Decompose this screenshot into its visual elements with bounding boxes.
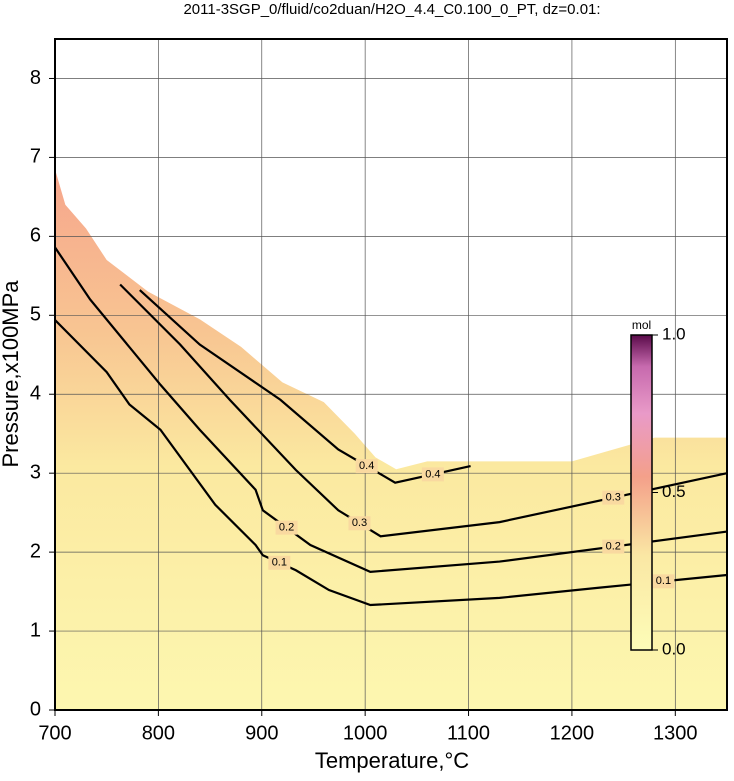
y-tick-label: 8 — [30, 67, 41, 89]
contour-label-bg — [652, 574, 675, 589]
contour-line — [54, 319, 728, 607]
colorbar-tick-label: 0.5 — [662, 482, 686, 501]
contour-line — [139, 289, 471, 484]
x-tick-label: 800 — [142, 722, 175, 744]
colorbar — [630, 334, 653, 651]
x-tick-label: 700 — [38, 722, 71, 744]
y-tick-label: 2 — [30, 540, 41, 562]
x-tick-label: 900 — [245, 722, 278, 744]
chart-title: 2011-3SGP_0/fluid/co2duan/H2O_4.4_C0.100… — [183, 1, 600, 18]
y-tick-label: 4 — [30, 383, 41, 405]
y-tick-label: 1 — [30, 619, 41, 641]
x-axis-label: Temperature,°C — [315, 748, 469, 773]
colorbar-tick-label: 1.0 — [662, 324, 686, 343]
contour-label-bg — [421, 467, 444, 482]
y-tick-label: 0 — [30, 698, 41, 720]
contour-label-bg — [355, 459, 378, 474]
contour-label-bg — [275, 520, 298, 535]
y-tick-label: 5 — [30, 304, 41, 326]
x-tick-label: 1200 — [550, 722, 595, 744]
y-axis-label: Pressure,x100MPa — [0, 280, 23, 468]
colorbar-label: mol — [632, 318, 651, 332]
x-tick-label: 1300 — [653, 722, 698, 744]
contour-label: 0.1 — [656, 575, 671, 587]
x-tick-label: 1000 — [343, 722, 388, 744]
contour-label-bg — [602, 539, 625, 554]
contour-label-bg — [268, 555, 291, 570]
plot-frame — [54, 38, 728, 711]
contour-label: 0.2 — [606, 540, 621, 552]
contour-label: 0.3 — [352, 517, 367, 529]
contour-label: 0.1 — [272, 557, 287, 569]
x-tick-label: 1100 — [447, 722, 490, 744]
contour-label: 0.4 — [359, 460, 374, 472]
contour-label: 0.3 — [606, 492, 621, 504]
y-tick-label: 7 — [30, 146, 41, 168]
y-tick-label: 6 — [30, 225, 41, 247]
colorbar-tick-label: 0.0 — [662, 639, 686, 658]
contour-line — [119, 283, 728, 538]
filled-region — [55, 169, 727, 711]
contour-line — [54, 246, 728, 573]
contour-label: 0.2 — [279, 522, 294, 534]
contour-label-bg — [602, 490, 625, 505]
y-tick-label: 3 — [30, 461, 41, 483]
contour-label-bg — [348, 516, 371, 531]
contour-label: 0.4 — [425, 468, 440, 480]
